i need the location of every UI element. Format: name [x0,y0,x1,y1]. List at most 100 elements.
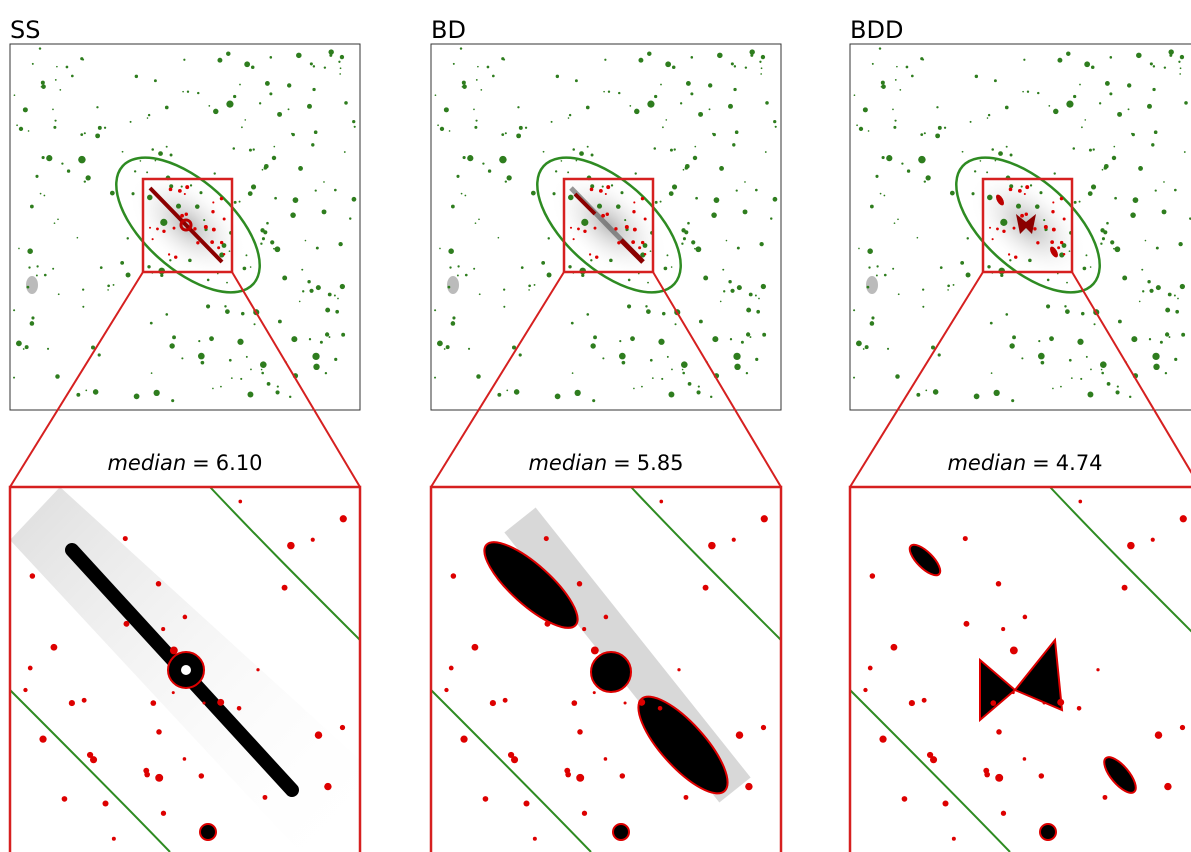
mask-dot [902,796,908,802]
star-mask [895,374,900,379]
star-mask [1090,369,1092,371]
star-mask [241,126,243,128]
mask-dot [761,725,766,730]
star-mask [165,313,168,316]
mask-dot [589,253,591,255]
mask-dot [590,188,594,192]
star-mask [1023,59,1025,61]
star-mask [688,382,692,386]
star-mask [241,312,245,316]
star-mask [1049,336,1054,341]
mask-dot [1077,706,1082,711]
star-mask [437,124,439,126]
star-mask [1169,54,1172,57]
star-mask [925,390,927,392]
star-mask [666,254,668,256]
star-mask [665,119,667,121]
star-mask [894,120,896,122]
star-mask [207,279,210,282]
star-mask [918,156,925,163]
star-mask [277,386,279,388]
mask-dot [150,700,156,706]
mask-dot [1127,542,1135,550]
star-mask [770,217,772,219]
star-mask [340,67,342,69]
star-mask [775,126,777,128]
star-mask [887,348,889,350]
star-mask [1077,339,1083,345]
star-mask [475,120,477,122]
star-mask [618,92,620,94]
star-mask [662,126,664,128]
mask-dot [930,756,937,763]
mask-dot [638,246,641,249]
star-mask [176,204,181,209]
star-mask [670,149,673,152]
star-mask [667,356,669,358]
star-mask [30,205,34,209]
star-mask [719,166,724,171]
mask-dot [1164,783,1171,790]
star-mask [288,108,290,110]
star-mask [882,156,885,159]
star-mask [476,374,481,379]
stat-name: median [947,451,1026,475]
star-mask [759,61,761,63]
star-mask [916,393,920,397]
star-mask [1168,293,1172,297]
star-mask [1041,361,1045,365]
star-mask [616,204,621,209]
star-mask [325,332,329,336]
star-mask [309,289,313,293]
mask-dot [614,227,617,230]
star-mask [922,306,924,308]
star-mask [298,166,303,171]
star-mask [886,155,892,161]
stat-label: median=5.85 [528,451,683,475]
mask-dot [161,811,166,816]
star-mask [603,91,605,93]
bright-star [613,824,629,840]
star-mask [881,81,885,85]
star-mask [52,268,54,270]
mask-dot [199,773,204,778]
zoom-image [10,487,360,852]
star-mask [1180,55,1184,59]
star-mask [758,298,760,300]
star-mask [213,109,218,114]
star-mask [871,316,874,319]
star-mask [749,293,753,297]
star-mask [296,53,302,59]
star-mask [328,336,330,338]
mask-dot [1103,795,1108,800]
mask-dot [1122,585,1128,591]
star-mask [737,247,739,249]
mask-dot [745,783,752,790]
star-mask [773,120,776,123]
star-mask [521,266,524,269]
star-mask [1165,372,1167,374]
star-mask [320,341,323,344]
star-mask [198,340,200,342]
mask-dot [989,227,991,229]
star-mask [23,107,28,112]
star-mask [220,386,222,388]
star-mask [85,390,87,392]
mask-dot [1060,197,1063,200]
star-mask [463,156,466,159]
mask-dot [1001,811,1006,816]
mask-dot [238,500,242,504]
star-mask [195,204,200,209]
star-mask [498,237,500,239]
star-mask [1006,146,1008,148]
star-mask [1168,336,1170,338]
star-mask [953,284,955,286]
star-mask [723,290,725,292]
star-mask [669,191,674,196]
star-mask [231,377,233,379]
star-mask [611,184,613,186]
star-mask [39,47,41,49]
star-mask [541,261,545,265]
star-mask [446,345,450,349]
star-mask [146,171,148,173]
